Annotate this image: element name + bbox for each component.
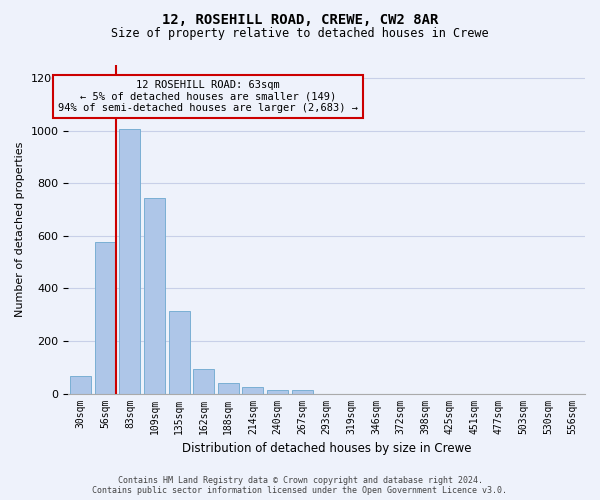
Bar xyxy=(267,390,288,394)
Bar xyxy=(95,242,116,394)
Y-axis label: Number of detached properties: Number of detached properties xyxy=(15,142,25,317)
Text: Contains HM Land Registry data © Crown copyright and database right 2024.
Contai: Contains HM Land Registry data © Crown c… xyxy=(92,476,508,495)
Bar xyxy=(193,368,214,394)
Bar xyxy=(242,387,263,394)
Text: 12 ROSEHILL ROAD: 63sqm
← 5% of detached houses are smaller (149)
94% of semi-de: 12 ROSEHILL ROAD: 63sqm ← 5% of detached… xyxy=(58,80,358,113)
Bar xyxy=(144,198,165,394)
Text: 12, ROSEHILL ROAD, CREWE, CW2 8AR: 12, ROSEHILL ROAD, CREWE, CW2 8AR xyxy=(162,12,438,26)
Bar xyxy=(70,376,91,394)
Bar xyxy=(292,390,313,394)
Bar xyxy=(218,383,239,394)
Bar xyxy=(169,311,190,394)
Bar xyxy=(119,130,140,394)
Text: Size of property relative to detached houses in Crewe: Size of property relative to detached ho… xyxy=(111,28,489,40)
X-axis label: Distribution of detached houses by size in Crewe: Distribution of detached houses by size … xyxy=(182,442,472,455)
